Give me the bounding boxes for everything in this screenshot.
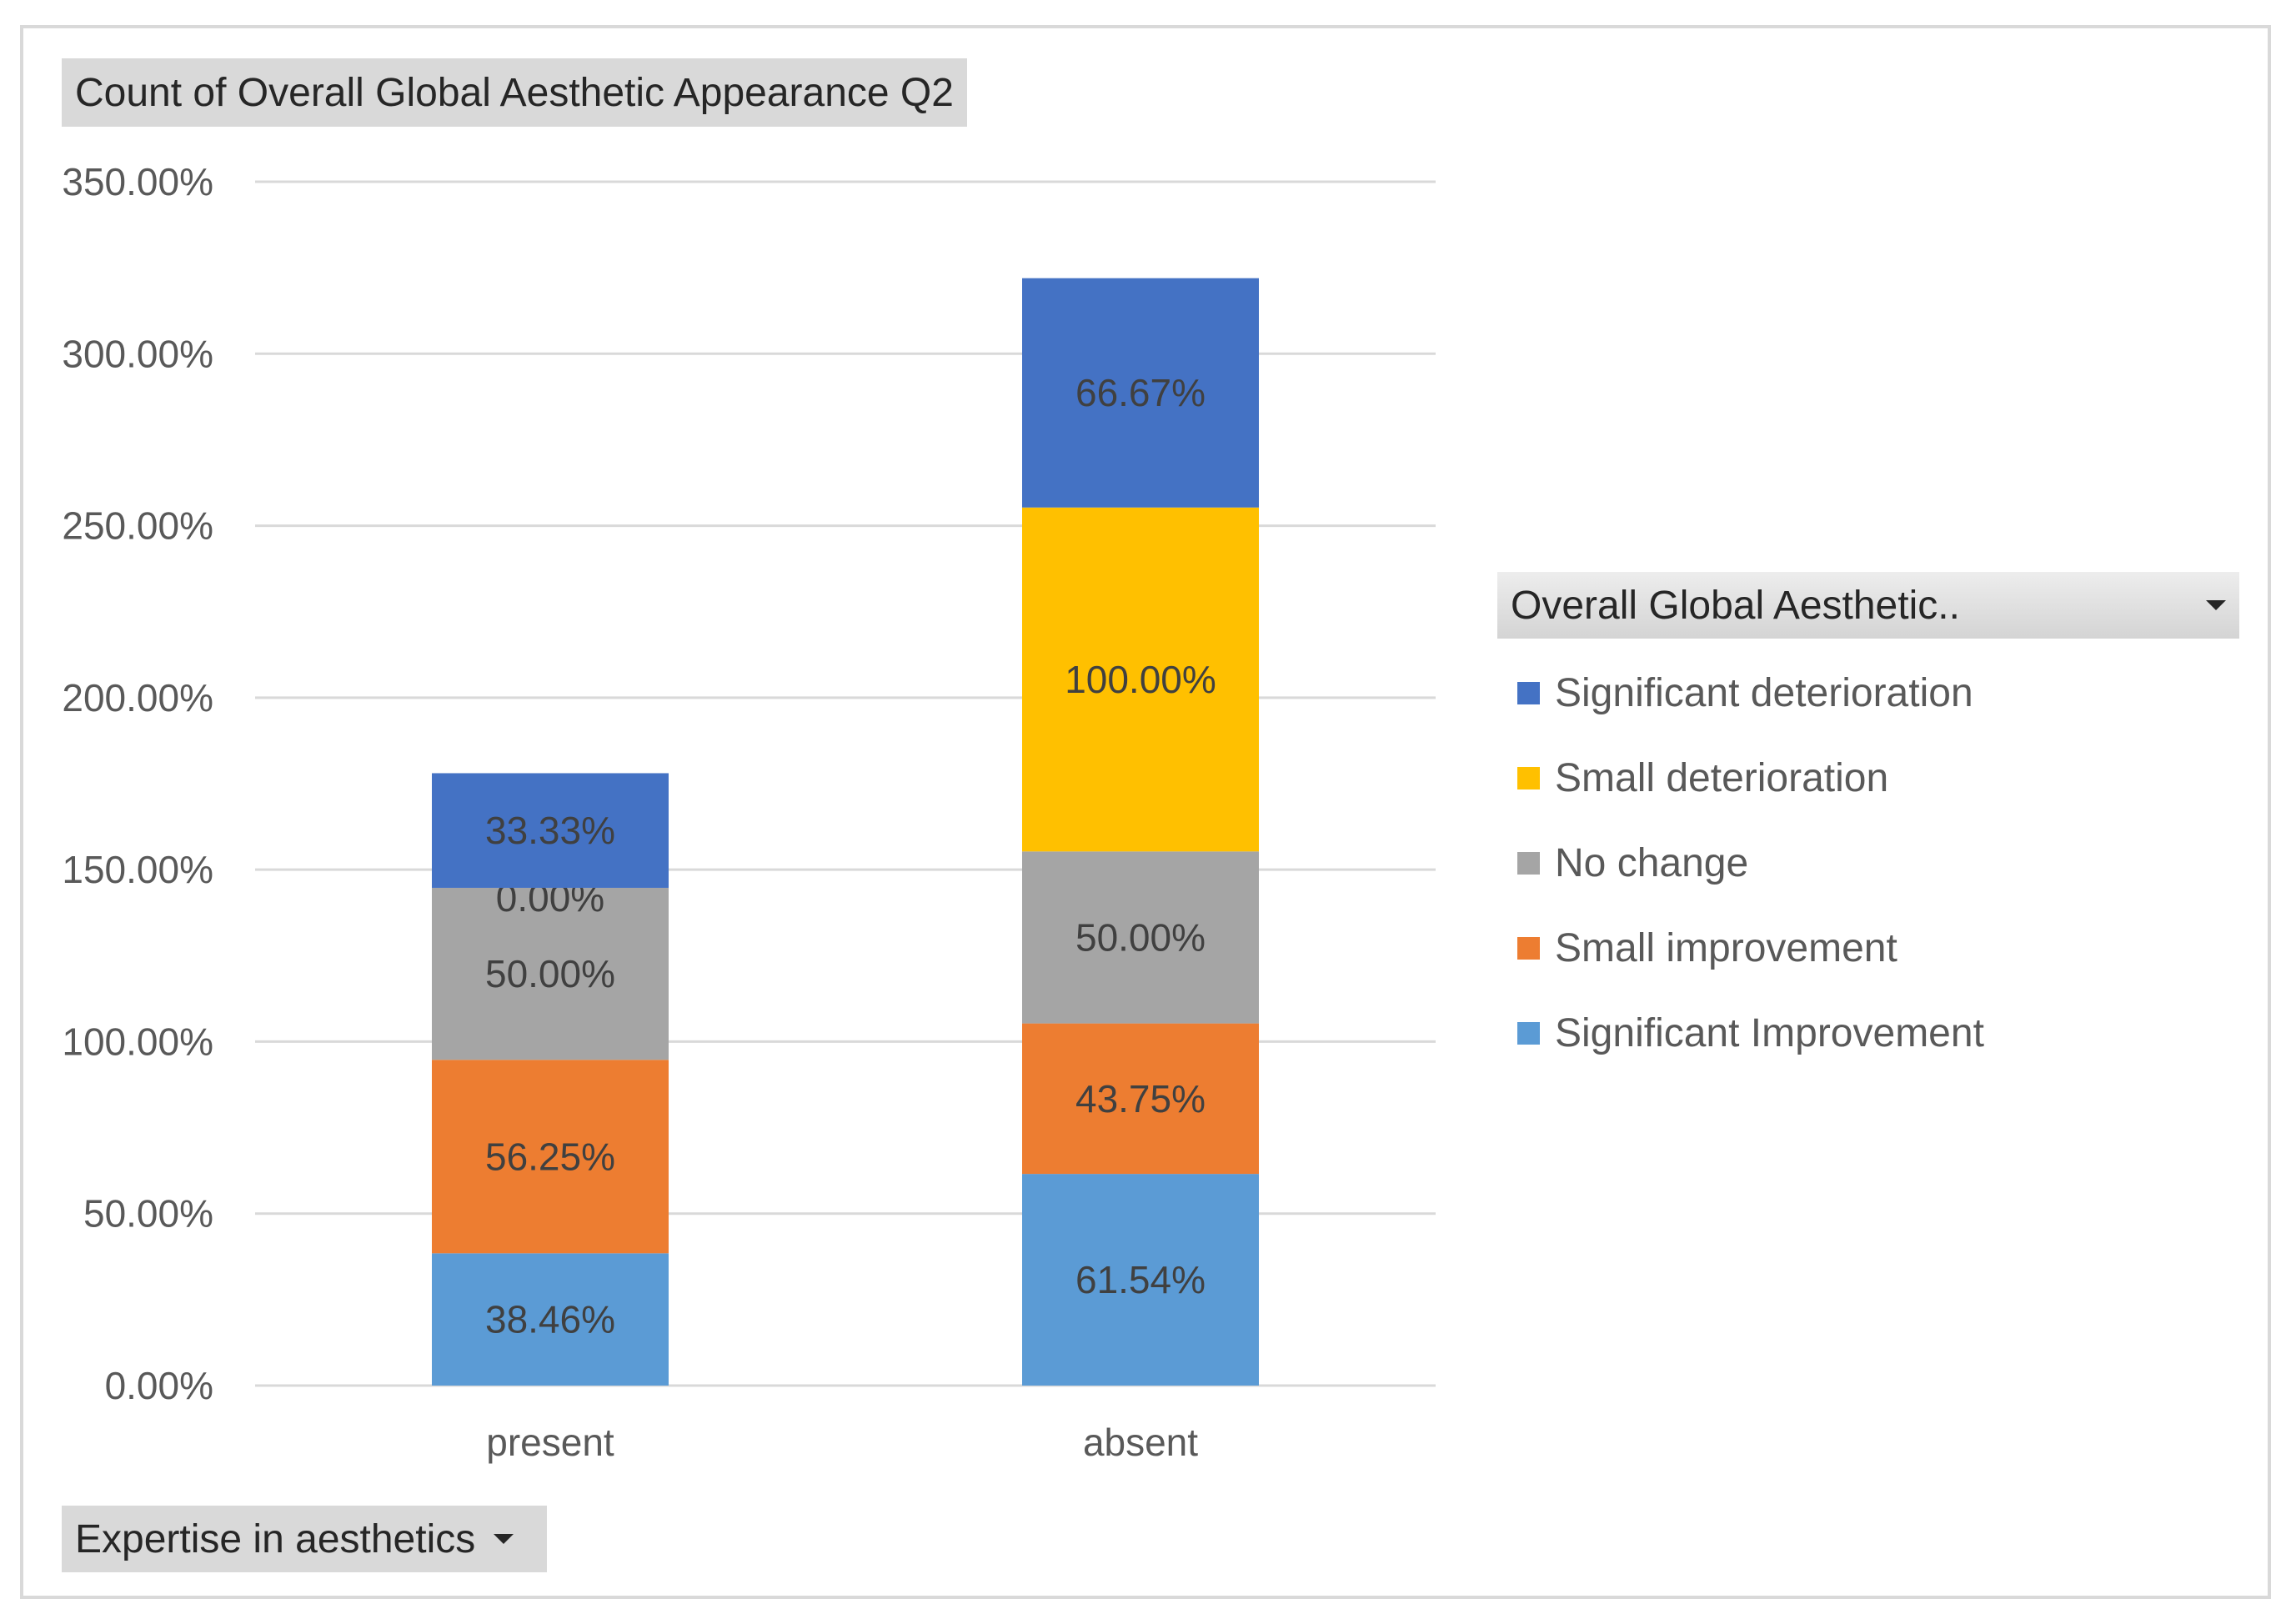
- axis-field-button[interactable]: Expertise in aesthetics: [62, 1506, 547, 1572]
- bar-segment[interactable]: [432, 1253, 669, 1386]
- bar-segment[interactable]: [1022, 851, 1259, 1024]
- value-field-button[interactable]: Count of Overall Global Aesthetic Appear…: [62, 58, 967, 127]
- data-label: 50.00%: [1075, 915, 1206, 959]
- x-tick-label: absent: [1083, 1421, 1198, 1464]
- data-label: 33.33%: [485, 809, 615, 852]
- data-label: 61.54%: [1075, 1258, 1206, 1301]
- y-tick-label: 150.00%: [62, 848, 213, 891]
- bar-segment[interactable]: [432, 1060, 669, 1254]
- data-label: 43.75%: [1075, 1077, 1206, 1120]
- legend-swatch: [1517, 936, 1540, 960]
- legend-label: Small improvement: [1555, 925, 1897, 970]
- legend-item[interactable]: Significant deterioration: [1517, 650, 1984, 735]
- legend-item[interactable]: Small deterioration: [1517, 735, 1984, 820]
- legend-label: Significant deterioration: [1555, 670, 1973, 715]
- x-axis-title: Expertise in aesthetics: [75, 1516, 476, 1561]
- legend-label: Small deterioration: [1555, 755, 1889, 800]
- y-tick-label: 350.00%: [62, 160, 213, 203]
- bar-segment[interactable]: [1022, 278, 1259, 508]
- legend-label: No change: [1555, 840, 1749, 885]
- legend-field-button[interactable]: Overall Global Aesthetic..: [1497, 572, 2239, 639]
- legend-label: Significant Improvement: [1555, 1010, 1984, 1055]
- y-tick-label: 200.00%: [62, 676, 213, 719]
- data-label: 56.25%: [485, 1135, 615, 1178]
- chevron-down-icon: [2206, 600, 2226, 610]
- legend-item[interactable]: No change: [1517, 820, 1984, 905]
- bar-segment[interactable]: [1022, 1023, 1259, 1175]
- legend-swatch: [1517, 766, 1540, 789]
- data-label: 50.00%: [485, 952, 615, 995]
- legend-swatch: [1517, 1021, 1540, 1045]
- data-label: 38.46%: [485, 1298, 615, 1341]
- legend-title: Overall Global Aesthetic..: [1511, 583, 1960, 628]
- x-tick-label: present: [486, 1421, 614, 1464]
- bar-segment[interactable]: [432, 887, 669, 1060]
- y-tick-label: 250.00%: [62, 504, 213, 548]
- chart-title: Count of Overall Global Aesthetic Appear…: [75, 70, 954, 115]
- y-tick-label: 300.00%: [62, 332, 213, 375]
- bar-segment[interactable]: [432, 773, 669, 888]
- y-tick-label: 0.00%: [105, 1364, 213, 1407]
- legend: Significant deterioration Small deteriora…: [1517, 650, 1984, 1075]
- chevron-down-icon: [494, 1534, 514, 1544]
- data-label: 100.00%: [1065, 658, 1216, 701]
- data-label: 66.67%: [1075, 371, 1206, 414]
- bar-segment[interactable]: [1022, 507, 1259, 852]
- legend-swatch: [1517, 851, 1540, 875]
- legend-item[interactable]: Small improvement: [1517, 905, 1984, 990]
- y-tick-label: 50.00%: [83, 1192, 213, 1236]
- y-tick-label: 100.00%: [62, 1020, 213, 1063]
- legend-swatch: [1517, 681, 1540, 704]
- bar-segment[interactable]: [1022, 1174, 1259, 1386]
- legend-item[interactable]: Significant Improvement: [1517, 990, 1984, 1075]
